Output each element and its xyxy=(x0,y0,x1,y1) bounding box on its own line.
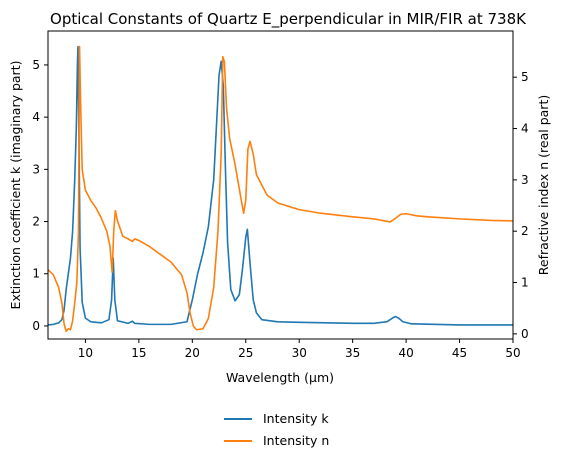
series-line-k xyxy=(47,45,513,326)
x-tick-label: 35 xyxy=(345,346,360,360)
y-right-axis-label: Refractive index n (real part) xyxy=(536,95,551,275)
chart-title: Optical Constants of Quartz E_perpendicu… xyxy=(50,10,527,29)
y-right-tick-label: 5 xyxy=(521,70,529,84)
y-left-ticks: 0 1 2 3 4 5 xyxy=(32,58,48,333)
x-tick-label: 45 xyxy=(452,346,467,360)
x-ticks: 10 15 20 25 30 35 40 45 50 xyxy=(78,339,521,360)
x-tick-label: 15 xyxy=(131,346,146,360)
y-right-tick-label: 4 xyxy=(521,122,529,136)
y-left-axis-label: Extinction coefficient k (imaginary part… xyxy=(8,61,23,310)
y-left-tick-label: 3 xyxy=(32,162,40,176)
x-axis-label: Wavelength (μm) xyxy=(226,370,334,385)
legend-label-n: Intensity n xyxy=(263,433,329,448)
x-tick-label: 50 xyxy=(505,346,520,360)
x-tick-label: 40 xyxy=(398,346,413,360)
series-line-n xyxy=(47,45,514,333)
legend-label-k: Intensity k xyxy=(263,411,329,426)
y-right-ticks: 0 1 2 3 4 5 xyxy=(513,70,529,341)
x-tick-label: 30 xyxy=(292,346,307,360)
y-right-tick-label: 3 xyxy=(521,173,529,187)
y-right-tick-label: 2 xyxy=(521,224,529,238)
plot-frame xyxy=(47,30,514,340)
y-left-tick-label: 2 xyxy=(32,215,40,229)
y-right-tick-label: 1 xyxy=(521,276,529,290)
y-left-tick-label: 1 xyxy=(32,267,40,281)
y-right-tick-label: 0 xyxy=(521,327,529,341)
legend: Intensity k Intensity n xyxy=(224,411,329,448)
x-tick-label: 20 xyxy=(185,346,200,360)
y-left-tick-label: 4 xyxy=(32,110,40,124)
x-tick-label: 10 xyxy=(78,346,93,360)
y-left-tick-label: 0 xyxy=(32,319,40,333)
plot-area xyxy=(47,45,514,333)
y-left-tick-label: 5 xyxy=(32,58,40,72)
x-tick-label: 25 xyxy=(238,346,253,360)
